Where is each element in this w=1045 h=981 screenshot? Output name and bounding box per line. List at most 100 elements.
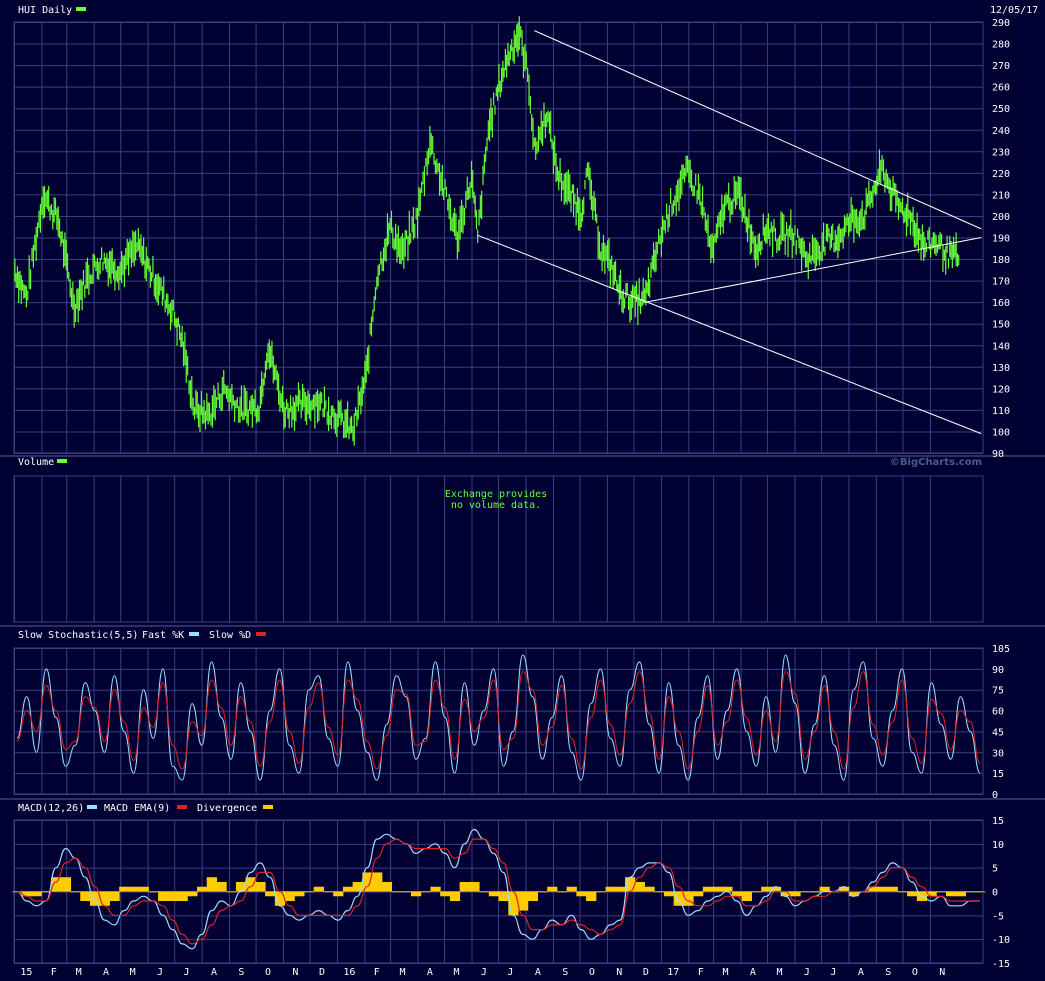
price-y-tick-label-19: 280 — [992, 40, 1010, 51]
x-tick-label-5: J — [157, 967, 163, 978]
macd-divergence-bar-74 — [732, 891, 743, 897]
macd-divergence-bar-1 — [21, 891, 33, 897]
x-tick-label-19: A — [535, 967, 541, 978]
macd-divergence-bar-20 — [206, 877, 217, 892]
price-y-tick-label-20: 290 — [992, 18, 1010, 29]
macd-divergence-bar-8 — [90, 891, 101, 906]
x-tick-label-23: D — [643, 967, 649, 978]
macd-y-tick-label-4: 5 — [992, 864, 998, 875]
x-tick-label-22: N — [616, 967, 622, 978]
stoch-fast-swatch — [189, 632, 199, 636]
macd-div-label: Divergence — [197, 803, 257, 814]
stoch-slow-swatch — [256, 632, 266, 636]
price-y-tick-label-7: 160 — [992, 298, 1010, 309]
volume-message-line-1: Exchange provides — [445, 489, 547, 500]
macd-divergence-bar-28 — [284, 891, 295, 902]
stoch-fast-label: Fast %K — [142, 630, 184, 641]
macd-divergence-bar-26 — [265, 891, 276, 897]
stoch-y-tick-label-0: 0 — [992, 790, 998, 801]
macd-divergence-bar-34 — [342, 886, 354, 892]
macd-divergence-bar-11 — [119, 886, 130, 892]
price-y-tick-label-9: 180 — [992, 255, 1010, 266]
macd-divergence-bar-58 — [576, 891, 587, 897]
macd-divergence-bar-33 — [333, 891, 344, 897]
macd-divergence-bar-35 — [352, 881, 363, 892]
macd-divergence-bar-36 — [362, 872, 373, 892]
stoch-panel-title: Slow Stochastic(5,5) — [18, 630, 138, 641]
macd-divergence-bar-50 — [498, 891, 509, 902]
macd-divergence-bar-53 — [527, 891, 538, 902]
stoch-y-tick-label-6: 90 — [992, 665, 1004, 676]
macd-divergence-bar-71 — [702, 886, 714, 892]
x-tick-label-30: J — [830, 967, 836, 978]
macd-divergence-bar-90 — [887, 886, 898, 892]
x-tick-label-34: N — [939, 967, 945, 978]
macd-swatch — [87, 805, 97, 809]
macd-divergence-bar-69 — [683, 891, 694, 906]
macd-divergence-bar-94 — [926, 891, 937, 897]
x-tick-label-7: A — [211, 967, 217, 978]
x-tick-label-3: A — [103, 967, 109, 978]
macd-y-tick-label-6: 15 — [992, 816, 1004, 827]
x-tick-label-31: A — [858, 967, 864, 978]
macd-divergence-bar-92 — [907, 891, 918, 897]
macd-divergence-bar-57 — [566, 886, 577, 892]
macd-divergence-bar-89 — [877, 886, 889, 892]
x-tick-label-26: M — [722, 967, 728, 978]
macd-ema-label: MACD EMA(9) — [104, 803, 170, 814]
price-y-tick-label-18: 270 — [992, 61, 1010, 72]
x-tick-label-10: N — [292, 967, 298, 978]
macd-divergence-bar-46 — [459, 881, 470, 892]
stoch-y-tick-label-4: 60 — [992, 707, 1004, 718]
macd-divergence-bar-75 — [741, 891, 752, 902]
macd-y-tick-label-1: -10 — [992, 935, 1010, 946]
macd-divergence-bar-79 — [780, 891, 791, 897]
volume-legend-swatch — [57, 459, 67, 463]
macd-divergence-bar-23 — [235, 881, 247, 892]
price-panel-title: HUI Daily — [18, 5, 72, 16]
price-y-tick-label-16: 250 — [992, 104, 1010, 115]
x-tick-label-4: M — [130, 967, 136, 978]
macd-divergence-bar-15 — [158, 891, 169, 902]
macd-divergence-bar-29 — [294, 891, 305, 897]
macd-divergence-bar-88 — [868, 886, 879, 892]
volume-panel-title: Volume — [18, 457, 54, 468]
x-tick-label-12: 16 — [343, 967, 355, 978]
macd-divergence-bar-38 — [381, 881, 393, 892]
stoch-y-tick-label-3: 45 — [992, 727, 1004, 738]
x-tick-label-28: M — [776, 967, 782, 978]
macd-divergence-bar-80 — [790, 891, 801, 897]
trendline-1 — [477, 234, 982, 435]
macd-y-tick-label-3: 0 — [992, 888, 998, 899]
macd-divergence-bar-65 — [644, 886, 655, 892]
macd-divergence-bar-55 — [547, 886, 558, 892]
x-tick-label-27: A — [750, 967, 756, 978]
macd-divergence-bar-45 — [449, 891, 461, 902]
price-y-tick-label-10: 190 — [992, 234, 1010, 245]
macd-divergence-bar-97 — [955, 891, 966, 897]
macd-divergence-bar-24 — [245, 877, 256, 892]
macd-divergence-bar-21 — [216, 881, 227, 892]
x-tick-label-0: 15 — [20, 967, 32, 978]
stoch-line-1 — [16, 671, 981, 770]
macd-div-swatch — [263, 805, 273, 809]
macd-divergence-bar-41 — [411, 891, 422, 897]
trendline-0 — [534, 30, 982, 230]
price-y-tick-label-14: 230 — [992, 147, 1010, 158]
macd-y-tick-label-0: -15 — [992, 959, 1010, 970]
macd-divergence-bar-9 — [99, 891, 110, 906]
macd-divergence-bar-73 — [722, 886, 733, 892]
macd-divergence-bar-27 — [274, 891, 286, 906]
macd-divergence-bar-44 — [440, 891, 451, 897]
macd-divergence-bar-49 — [488, 891, 500, 897]
macd-divergence-bar-10 — [109, 891, 120, 902]
macd-ema-swatch — [177, 805, 187, 809]
x-tick-label-1: F — [51, 967, 57, 978]
x-tick-label-21: O — [589, 967, 595, 978]
x-tick-label-9: O — [265, 967, 271, 978]
price-y-tick-label-13: 220 — [992, 169, 1010, 180]
macd-divergence-bar-70 — [693, 891, 704, 897]
